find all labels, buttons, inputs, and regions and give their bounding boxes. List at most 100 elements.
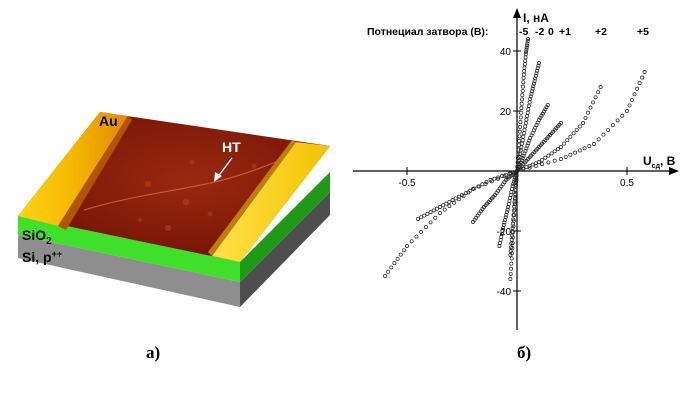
data-point: [627, 103, 632, 108]
oxide-layer-side: [240, 172, 330, 282]
nanotube-line: [83, 157, 286, 211]
series--2: [508, 61, 541, 257]
y-tick-label: 40: [500, 47, 512, 58]
data-point: [512, 196, 517, 200]
data-point: [533, 73, 538, 78]
legend-title: Потнециал затвора (В):: [367, 26, 488, 38]
right-electrode: [212, 142, 330, 262]
data-point: [526, 103, 531, 108]
data-point: [507, 199, 512, 203]
data-point: [492, 176, 497, 181]
x-tick-label: 0.5: [620, 178, 634, 189]
data-point: [452, 200, 457, 205]
data-point: [559, 157, 563, 161]
data-point: [630, 97, 634, 102]
data-point: [511, 208, 516, 213]
data-point: [386, 269, 391, 274]
data-point: [523, 124, 528, 129]
data-point: [511, 217, 516, 222]
data-point: [431, 208, 436, 213]
data-point: [516, 147, 521, 152]
data-point: [573, 150, 578, 155]
data-point: [522, 62, 527, 67]
data-point: [512, 202, 517, 206]
data-point: [519, 158, 524, 163]
data-point: [518, 151, 523, 156]
x-axis-arrow: [669, 167, 679, 175]
data-point: [582, 146, 587, 151]
data-point: [568, 152, 573, 157]
data-point: [535, 68, 540, 73]
data-point: [416, 217, 420, 221]
data-point: [517, 139, 522, 143]
data-point: [635, 86, 640, 91]
data-point: [577, 148, 582, 153]
data-point: [447, 204, 452, 209]
data-point: [520, 97, 524, 102]
data-point: [521, 76, 526, 80]
data-point: [515, 169, 519, 173]
data-point: [581, 121, 585, 125]
data-point: [536, 63, 541, 68]
data-point: [592, 142, 596, 146]
data-point: [497, 244, 502, 248]
data-point: [528, 97, 533, 101]
data-point: [511, 179, 516, 184]
data-point: [512, 177, 517, 182]
data-point: [520, 93, 525, 98]
data-point: [422, 213, 427, 218]
data-point: [511, 181, 516, 186]
data-point: [512, 204, 517, 209]
data-point: [521, 134, 526, 139]
data-point: [521, 167, 526, 172]
data-point: [523, 52, 528, 56]
data-point: [398, 252, 403, 257]
silicon-layer-front: [18, 235, 240, 307]
data-point: [513, 192, 518, 197]
data-point: [533, 161, 538, 166]
data-point: [502, 220, 507, 225]
data-point: [591, 100, 596, 105]
data-point: [383, 274, 387, 278]
data-point: [508, 171, 513, 176]
right-electrode-edge: [208, 140, 296, 256]
data-point: [586, 110, 590, 115]
data-point: [520, 156, 525, 161]
gate-label: +2: [595, 26, 607, 38]
data-point: [523, 55, 528, 60]
data-point: [464, 190, 469, 195]
data-point: [568, 134, 573, 139]
data-point: [530, 86, 535, 91]
y-axis-arrow: [513, 8, 521, 18]
data-point: [392, 261, 397, 266]
data-point: [508, 253, 513, 257]
data-point: [587, 144, 592, 149]
data-point: [518, 115, 523, 120]
data-point: [565, 138, 570, 143]
data-point: [534, 71, 539, 76]
data-point: [401, 248, 406, 253]
gate-label: -5: [519, 26, 528, 38]
data-point: [504, 212, 509, 217]
data-point: [552, 158, 557, 163]
data-point: [517, 134, 522, 139]
data-point: [549, 151, 554, 156]
data-point: [461, 193, 466, 198]
left-electrode: [18, 112, 128, 226]
data-point: [510, 233, 514, 238]
data-point: [601, 132, 606, 137]
data-point: [425, 211, 430, 216]
data-point: [509, 245, 513, 250]
data-point: [523, 121, 528, 125]
silicon-layer-side: [240, 192, 330, 307]
data-point: [559, 145, 563, 149]
silicon-label: Si, p++: [22, 249, 62, 265]
data-point: [525, 110, 530, 115]
data-point: [532, 79, 537, 83]
data-point: [498, 238, 503, 242]
data-point: [520, 141, 524, 146]
data-point: [524, 45, 529, 50]
data-point: [529, 91, 534, 96]
data-point: [543, 155, 548, 160]
